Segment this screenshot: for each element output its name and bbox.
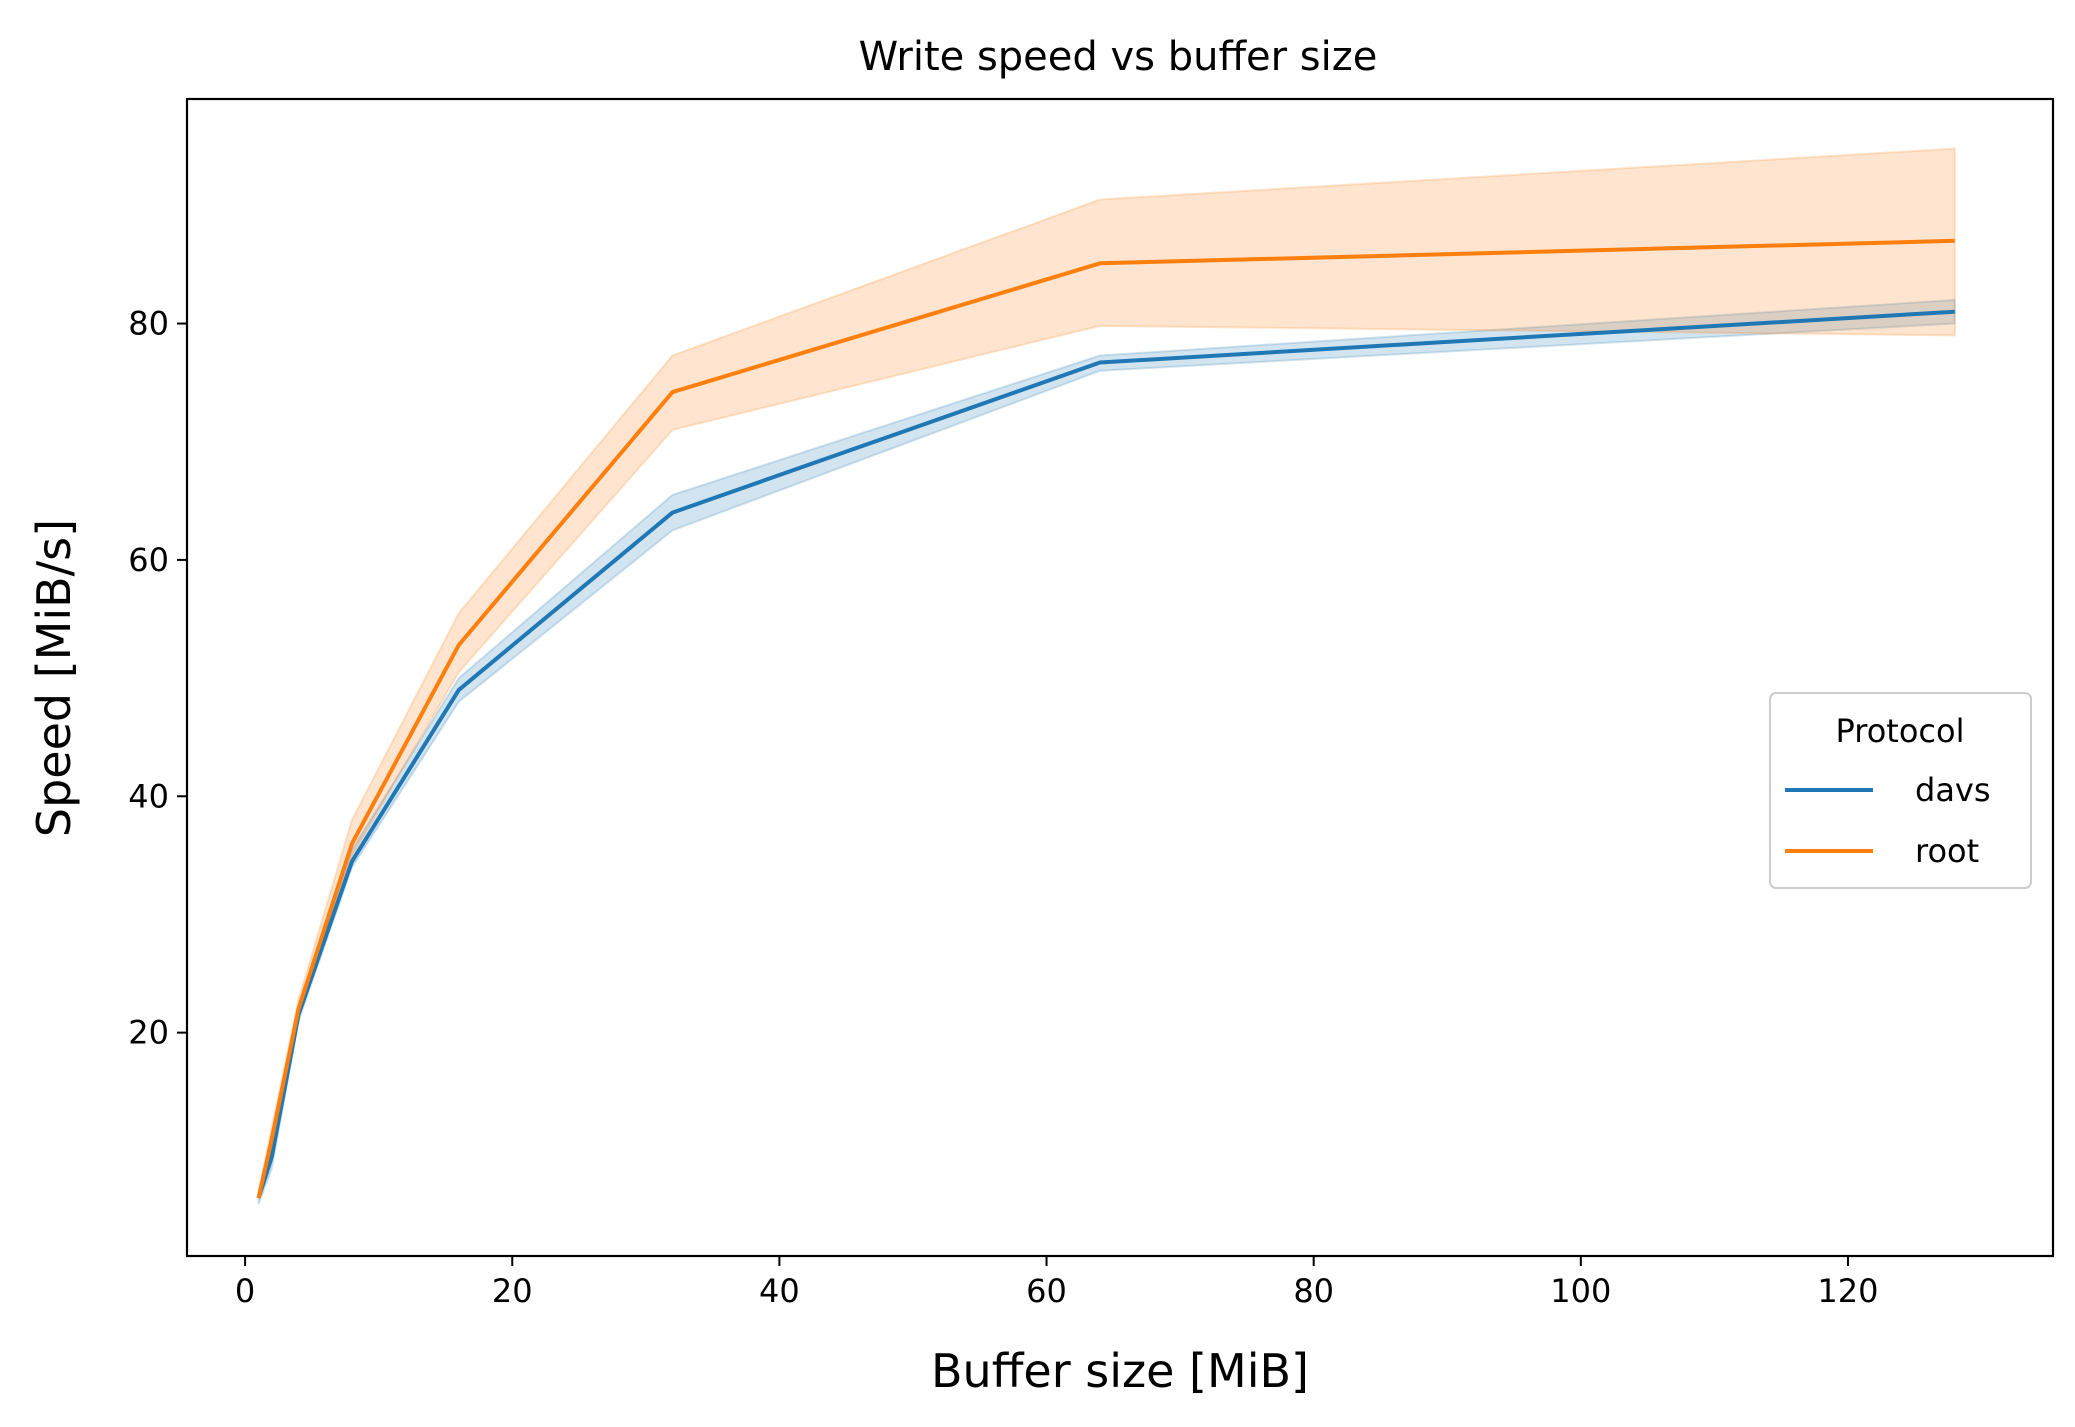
- x-tick-label: 120: [1817, 1272, 1878, 1310]
- x-tick-label: 60: [1026, 1272, 1067, 1310]
- legend-label-root: root: [1915, 832, 1979, 870]
- series-line-davs: [256, 309, 1955, 1199]
- legend-label-davs: davs: [1915, 771, 1991, 809]
- y-axis: 20 40 60 80: [128, 305, 187, 1052]
- y-tick-label: 20: [128, 1014, 169, 1052]
- legend-title: Protocol: [1836, 712, 1965, 750]
- x-tick-label: 20: [492, 1272, 533, 1310]
- y-tick-label: 80: [128, 305, 169, 343]
- x-axis: 0 20 40 60 80 100 120: [235, 1256, 1879, 1310]
- series-line-root: [256, 238, 1955, 1199]
- series-lines: [256, 238, 1955, 1199]
- x-tick-label: 0: [235, 1272, 255, 1310]
- y-axis-label: Speed [MiB/s]: [27, 519, 81, 837]
- x-axis-label: Buffer size [MiB]: [931, 1344, 1309, 1398]
- plot-frame: [185, 97, 2055, 1258]
- chart-title: Write speed vs buffer size: [859, 34, 1378, 80]
- y-tick-label: 40: [128, 777, 169, 815]
- x-tick-label: 40: [759, 1272, 800, 1310]
- legend-box: [1769, 692, 2032, 889]
- y-tick-label: 60: [128, 541, 169, 579]
- x-tick-label: 80: [1293, 1272, 1334, 1310]
- legend: Protocol davs root: [1769, 692, 2032, 889]
- x-tick-label: 100: [1550, 1272, 1611, 1310]
